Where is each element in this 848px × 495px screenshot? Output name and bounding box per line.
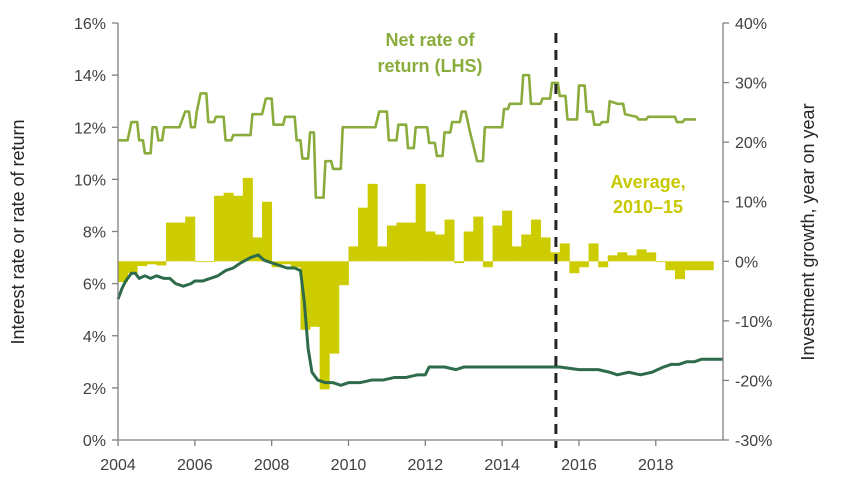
right-tick-label: 30% — [735, 76, 767, 93]
investment-growth-bar — [367, 183, 378, 262]
investment-growth-bar — [588, 243, 599, 262]
net-rate-annotation-line1: Net rate of — [385, 30, 475, 50]
investment-growth-bar — [185, 216, 196, 262]
rate-lines — [116, 73, 723, 387]
investment-growth-bar — [223, 192, 234, 262]
investment-growth-bar — [358, 207, 369, 262]
investment-growth-bar — [646, 252, 657, 262]
investment-growth-bar — [492, 225, 503, 262]
right-tick-label: -10% — [735, 314, 772, 331]
investment-growth-bar — [319, 261, 330, 390]
right-tick-label: -30% — [735, 433, 772, 450]
investment-growth-bar — [598, 261, 609, 268]
investment-growth-bar — [194, 261, 205, 263]
left-tick-label: 16% — [74, 16, 106, 33]
left-tick-label: 0% — [83, 433, 106, 450]
left-tick-label: 8% — [83, 225, 106, 242]
investment-growth-bar — [300, 261, 311, 330]
investment-growth-bar — [502, 210, 513, 262]
investment-growth-bar — [146, 261, 157, 265]
x-tick-label: 2004 — [100, 457, 136, 474]
investment-growth-bar — [540, 237, 551, 262]
investment-growth-bar — [348, 246, 359, 262]
investment-growth-bar — [578, 261, 589, 268]
net-rate-of-return-line — [118, 73, 697, 199]
investment-growth-bar — [281, 261, 292, 265]
x-tick-label: 2012 — [408, 457, 444, 474]
right-tick-label: -20% — [735, 373, 772, 390]
investment-growth-bar — [175, 222, 186, 262]
investment-growth-bar — [214, 195, 225, 262]
investment-growth-bar — [473, 216, 484, 262]
right-axis-title: Investment growth, year on year — [798, 103, 818, 360]
investment-growth-bar — [166, 222, 177, 262]
x-tick-label: 2018 — [638, 457, 674, 474]
left-tick-label: 6% — [83, 277, 106, 294]
investment-growth-bar — [626, 255, 637, 262]
investment-growth-bar — [674, 261, 685, 280]
x-tick-label: 2016 — [561, 457, 597, 474]
average-annotation-line1: Average, — [610, 172, 685, 192]
investment-growth-bar — [406, 222, 417, 262]
investment-growth-bar — [329, 261, 340, 354]
interest-rate-line — [116, 253, 723, 387]
investment-growth-bar — [386, 225, 397, 262]
investment-growth-bar — [703, 261, 714, 271]
investment-growth-bar — [310, 261, 321, 327]
investment-growth-bar — [655, 261, 666, 263]
x-tick-label: 2006 — [177, 457, 213, 474]
left-tick-label: 2% — [83, 381, 106, 398]
investment-growth-bar — [415, 183, 426, 262]
left-axis-title: Interest rate or rate of return — [8, 119, 28, 344]
investment-growth-bar — [252, 237, 263, 262]
x-tick-label: 2008 — [254, 457, 290, 474]
x-tick-label: 2014 — [484, 457, 520, 474]
investment-growth-bar — [559, 243, 570, 262]
investment-growth-bar — [137, 261, 148, 267]
investment-growth-bar — [204, 261, 215, 263]
investment-growth-bar — [290, 261, 301, 268]
right-tick-label: 10% — [735, 195, 767, 212]
investment-growth-bar — [425, 231, 436, 262]
investment-growth-bar — [434, 234, 445, 262]
left-tick-label: 4% — [83, 329, 106, 346]
investment-growth-bar — [242, 177, 253, 262]
tick-labels: 0% 2% 4% 6% 8% 10% 12% 14% 16% -30% -20% -10% 0% 10% 2… — [74, 16, 772, 474]
axes — [112, 22, 729, 446]
investment-growth-bar — [377, 246, 388, 262]
investment-growth-bar — [569, 261, 580, 274]
investment-growth-bar — [607, 255, 618, 262]
investment-growth-bar — [511, 246, 522, 262]
investment-growth-bar — [636, 249, 647, 262]
left-tick-label: 14% — [74, 68, 106, 85]
investment-growth-bar — [338, 261, 349, 286]
investment-growth-bar — [694, 261, 705, 271]
right-tick-label: 20% — [735, 135, 767, 152]
investment-growth-bar — [665, 261, 676, 271]
left-tick-label: 10% — [74, 172, 106, 189]
investment-growth-bar — [463, 231, 474, 262]
investment-growth-bar — [444, 219, 455, 262]
investment-growth-bar — [233, 195, 244, 262]
investment-growth-bar — [530, 219, 541, 262]
x-tick-label: 2010 — [331, 457, 367, 474]
investment-growth-bar — [127, 261, 138, 274]
investment-growth-bar — [118, 261, 128, 283]
investment-growth-bar — [482, 261, 493, 268]
investment-growth-bar — [684, 261, 695, 271]
investment-growth-bar — [454, 261, 465, 264]
average-annotation-line2: 2010–15 — [613, 197, 683, 217]
left-tick-label: 12% — [74, 120, 106, 137]
investment-growth-bar — [156, 261, 167, 266]
net-rate-annotation-line2: return (LHS) — [378, 56, 483, 76]
investment-growth-bar — [521, 234, 532, 262]
investment-growth-bar — [262, 201, 273, 262]
investment-growth-bar — [617, 252, 628, 262]
investment-growth-bar — [396, 222, 407, 262]
right-tick-label: 40% — [735, 16, 767, 33]
right-tick-label: 0% — [735, 254, 758, 271]
investment-growth-bars — [118, 177, 714, 390]
